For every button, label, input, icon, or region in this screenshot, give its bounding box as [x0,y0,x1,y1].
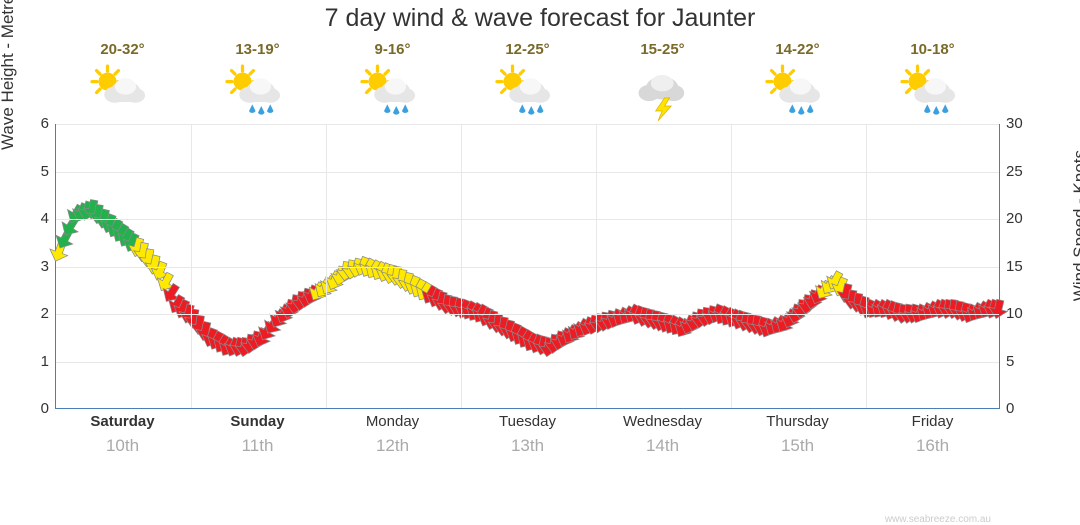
gridline [56,171,999,173]
day-date: 15th [780,436,815,455]
day-name: Tuesday [499,413,556,430]
y-tick-left: 1 [40,352,49,370]
y-tick-left: 5 [40,162,49,180]
day-column-header: Saturday 10th [55,413,190,471]
sun-cloud-rain-icon [483,62,573,129]
day-separator [191,124,192,408]
day-separator [731,124,732,408]
day-column-header: Tuesday 13th [460,413,595,471]
day-column-header: Friday 16th [865,413,1000,471]
day-name: Monday [365,413,420,430]
day-name: Friday [911,413,954,430]
page-title: 7 day wind & wave forecast for Jaunter [324,4,756,32]
day-date: 13th [510,436,545,455]
sun-cloud-rain-icon [348,62,438,129]
day-separator [461,124,462,408]
y-tick-right: 20 [1006,210,1023,227]
day-column-header: Sunday 11th [190,413,325,471]
sun-cloud-rain-icon [213,62,303,129]
day-column-header: Wednesday 14th [595,413,730,471]
y-tick-right: 10 [1006,305,1023,322]
y-tick-left: 2 [40,305,49,322]
gridline [56,124,999,125]
wind-arrow-series [49,199,1009,358]
day-name: Sunday [230,413,285,430]
gridline [56,266,999,268]
y-tick-left: 3 [40,257,49,275]
plot-area: www.seabreeze.com.au [49,124,1009,525]
day-date: 12th [375,436,410,455]
day-name: Wednesday [623,413,702,430]
sun-cloud-icon [78,62,168,129]
cloud-thunder-icon [618,62,708,129]
day-date: 11th [241,436,274,455]
day-separator [866,124,867,408]
sun-cloud-rain-icon [753,62,843,129]
y-tick-left: 4 [40,210,49,227]
day-temperature: 10-18° [910,41,955,58]
day-date: 10th [105,436,140,455]
day-column-header: Thursday 15th [730,413,865,471]
y-tick-left: 0 [40,400,49,417]
day-column-header: Monday 12th [325,413,460,471]
credit-watermark: www.seabreeze.com.au [884,514,991,525]
gridline [56,219,999,220]
y-tick-right: 25 [1006,162,1023,180]
gridline [56,314,999,315]
y-tick-right: 5 [1006,352,1015,370]
day-temperature: 13-19° [235,41,280,58]
day-temperature: 15-25° [640,41,685,58]
wind-arrow [988,298,1009,320]
y-axis-right-label: Wind Speed - Knots [1070,150,1080,302]
day-name: Saturday [90,413,155,430]
day-separator [596,124,597,408]
day-temperature: 9-16° [374,41,411,58]
gridline [56,361,999,363]
day-separator [326,124,327,408]
y-tick-left: 6 [40,115,49,132]
day-date: 14th [645,436,680,455]
y-tick-right: 30 [1006,115,1023,132]
day-name: Thursday [766,413,829,430]
day-temperature: 20-32° [100,41,145,58]
day-date: 16th [915,436,950,455]
y-tick-right: 15 [1006,257,1023,275]
day-temperature: 14-22° [775,41,820,58]
sun-cloud-rain-icon [888,62,978,129]
y-tick-right: 0 [1006,400,1015,417]
day-temperature: 12-25° [505,41,550,58]
